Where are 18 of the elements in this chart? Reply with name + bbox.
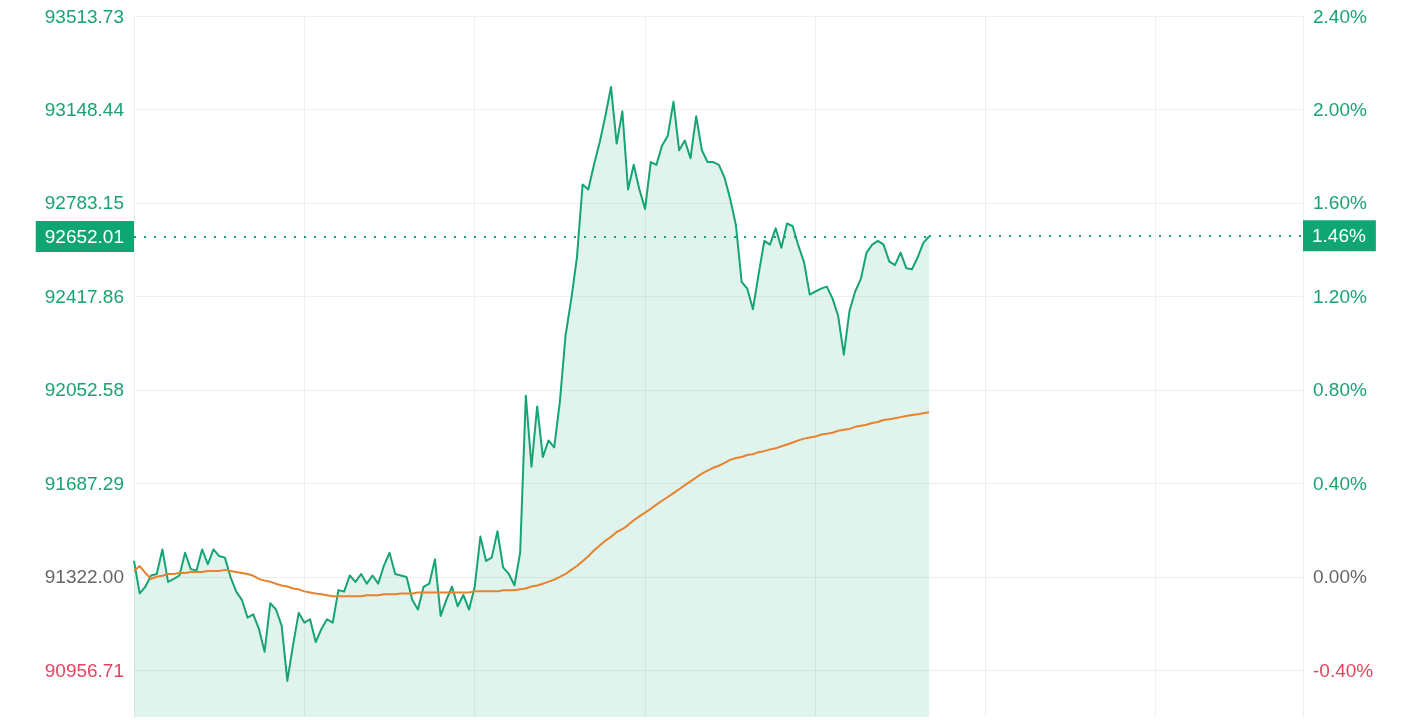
- y-tick-label: 93148.44: [44, 98, 125, 120]
- y-tick-label: 91322.00: [44, 566, 124, 588]
- ref-line-label: 92652.01: [44, 225, 124, 247]
- y-tick-label: 93513.73: [44, 5, 124, 27]
- y2-tick-label: 2.00%: [1313, 98, 1367, 120]
- y-tick-label: 92783.15: [44, 192, 124, 214]
- y2-tick-label: 0.80%: [1313, 379, 1367, 401]
- y2-tick-label: -0.40%: [1313, 659, 1374, 681]
- y-tick-label: 92417.86: [44, 285, 124, 307]
- y2-tick-label: 0.00%: [1313, 566, 1367, 588]
- y-tick-label: 91687.29: [44, 472, 124, 494]
- ref-line-label: 1.46%: [1312, 225, 1366, 247]
- y-tick-label: 92052.58: [44, 379, 124, 401]
- y2-tick-label: 1.60%: [1313, 192, 1367, 214]
- y2-tick-label: 1.20%: [1313, 285, 1367, 307]
- y-tick-label: 90956.71: [44, 659, 124, 681]
- y2-tick-label: 0.40%: [1313, 472, 1367, 494]
- y2-tick-label: 2.40%: [1313, 5, 1367, 27]
